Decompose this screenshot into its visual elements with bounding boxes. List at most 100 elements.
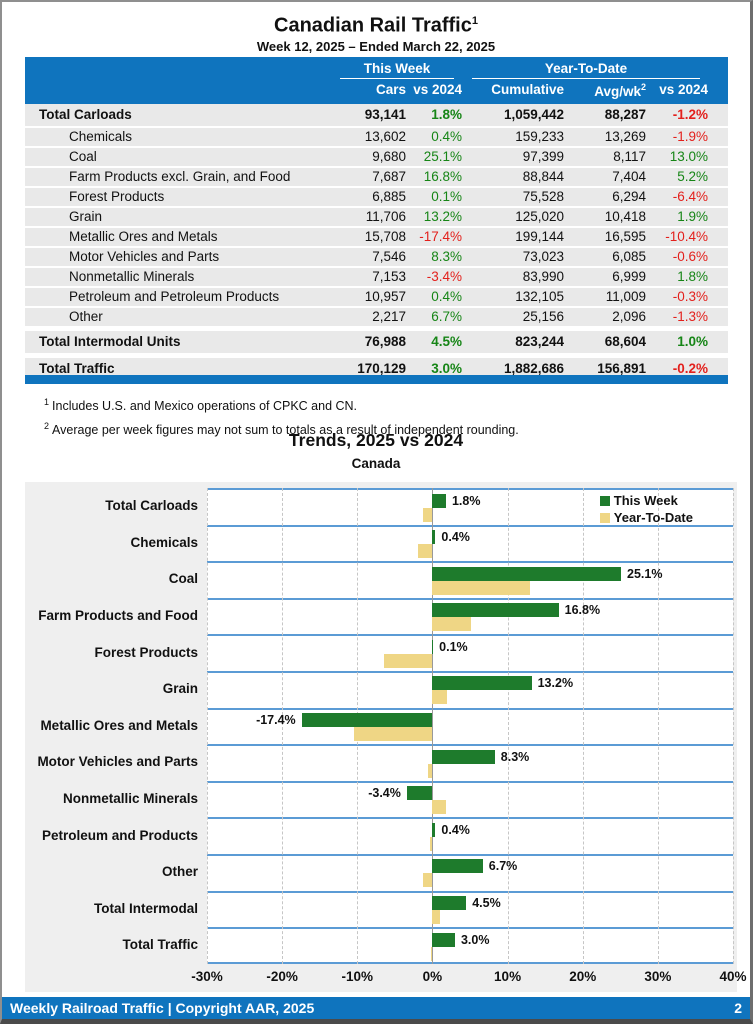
chart-legend: This Week Year-To-Date: [599, 492, 693, 526]
x-gridline: [282, 488, 284, 964]
footer-text: Weekly Railroad Traffic | Copyright AAR,…: [10, 1000, 315, 1016]
x-tick-label: 0%: [422, 968, 443, 984]
bar-this-week: [432, 639, 434, 654]
cars-value: 7,546: [372, 249, 406, 264]
cumulative-value: 1,059,442: [503, 107, 564, 122]
avg-per-week-value: 6,999: [612, 269, 646, 284]
cumulative-value: 132,105: [515, 289, 564, 304]
bar-year-to-date: [418, 544, 433, 559]
legend-label: Year-To-Date: [613, 510, 693, 525]
ytd-vs-2024-value: 1.8%: [677, 269, 708, 284]
cars-value: 15,708: [364, 229, 406, 244]
cumulative-value: 25,156: [522, 309, 564, 324]
cumulative-value: 159,233: [515, 129, 564, 144]
column-header-cars: Cars: [375, 82, 406, 97]
chart-category-label: Total Traffic: [122, 937, 198, 953]
x-tick-label: -20%: [266, 968, 298, 984]
table-row: Total Intermodal Units 76,988 4.5% 823,244 6…: [25, 327, 728, 355]
legend-item: This Week: [599, 492, 693, 509]
avg-per-week-value: 6,294: [612, 189, 646, 204]
bar-year-to-date: [354, 727, 433, 742]
cumulative-value: 1,882,686: [503, 361, 564, 376]
chart-category-label: Metallic Ores and Metals: [40, 717, 198, 733]
column-header-cumulative: Cumulative: [491, 82, 564, 97]
bar-this-week: [432, 932, 455, 947]
chart-category-label: Total Carloads: [105, 498, 198, 514]
cars-value: 10,957: [364, 289, 406, 304]
chart-category-label: Farm Products and Food: [38, 607, 198, 623]
ytd-vs-2024-value: -6.4%: [672, 189, 708, 204]
cumulative-value: 75,528: [522, 189, 564, 204]
cars-value: 93,141: [364, 107, 406, 122]
chart-band: 8.3%: [207, 744, 733, 781]
bar-year-to-date: [432, 690, 447, 705]
chart-band: 1.8%: [207, 488, 733, 525]
chart-title: Trends, 2025 vs 2024: [288, 430, 464, 450]
footer-bar: Weekly Railroad Traffic | Copyright AAR,…: [2, 997, 750, 1019]
bar-year-to-date: [422, 873, 433, 888]
week-vs-2024-value: 8.3%: [431, 249, 462, 264]
bar-year-to-date: [432, 580, 531, 595]
chart-subtitle: Canada: [351, 456, 401, 471]
chart-category-label: Petroleum and Products: [41, 827, 198, 843]
cumulative-value: 199,144: [515, 229, 564, 244]
avg-per-week-value: 11,009: [605, 289, 646, 304]
chart-band: -17.4%: [207, 707, 733, 745]
cumulative-value: 88,844: [522, 169, 564, 184]
table-bottom-divider: [25, 375, 728, 384]
avg-wk-text: Avg/wk: [594, 83, 641, 99]
x-gridline: [207, 488, 208, 964]
legend-label: This Week: [613, 493, 678, 508]
x-gridline: [733, 488, 734, 964]
page-number: 2: [734, 1000, 742, 1016]
bar-this-week: [432, 566, 622, 581]
row-label: Petroleum and Petroleum Products: [69, 289, 280, 304]
bar-year-to-date: [432, 800, 446, 815]
row-label: Farm Products excl. Grain, and Food: [69, 169, 291, 184]
chart-panel: Total Carloads Chemicals Coal Farm Products…: [25, 482, 747, 992]
table-row: Metallic Ores and Metals 15,708 -17.4% 199,…: [25, 227, 728, 248]
footnote-1: 1 Includes U.S. and Mexico operations of …: [44, 392, 519, 416]
chart-band: 4.5%: [207, 890, 733, 928]
week-vs-2024-value: 6.7%: [431, 309, 462, 324]
cumulative-value: 97,399: [522, 149, 564, 164]
bar-value-label: 3.0%: [460, 932, 490, 947]
row-label: Forest Products: [69, 189, 165, 204]
bar-this-week: [406, 786, 433, 801]
ytd-vs-2024-value: -1.3%: [672, 309, 708, 324]
x-tick-label: -10%: [341, 968, 374, 984]
chart-category-label: Motor Vehicles and Parts: [37, 754, 198, 770]
ytd-vs-2024-value: -0.3%: [672, 289, 708, 304]
row-label: Total Carloads: [39, 107, 132, 122]
bar-value-label: 6.7%: [488, 859, 518, 874]
cars-value: 13,602: [364, 129, 406, 144]
x-gridline: [507, 488, 509, 964]
avg-per-week-value: 10,418: [604, 209, 646, 224]
row-label: Grain: [69, 209, 103, 224]
table-row: Petroleum and Petroleum Products 10,957 0.…: [25, 287, 728, 308]
avg-per-week-value: 68,604: [604, 334, 646, 349]
bar-value-label: 25.1%: [627, 566, 663, 581]
table-row: Other 2,217 6.7% 25,156 2,096 -1.3%: [25, 307, 728, 328]
x-gridline: [582, 488, 584, 964]
table-row: Total Carloads 93,141 1.8% 1,059,442 88,287 -…: [25, 103, 728, 128]
avg-per-week-value: 13,269: [604, 129, 646, 144]
chart-band: 0.1%: [207, 634, 733, 671]
bar-year-to-date: [427, 763, 433, 778]
ytd-vs-2024-value: 1.9%: [677, 209, 708, 224]
x-gridline: [657, 488, 659, 964]
table-row: Nonmetallic Minerals 7,153 -3.4% 83,990 6,99…: [25, 267, 728, 288]
chart-category-label: Grain: [162, 681, 198, 697]
cars-value: 9,680: [372, 149, 406, 164]
chart-category-label: Chemicals: [130, 534, 198, 550]
footnote-2-marker: 2: [44, 421, 50, 432]
footnotes: 1 Includes U.S. and Mexico operations of …: [44, 392, 519, 440]
week-vs-2024-value: -17.4%: [419, 229, 462, 244]
chart-band: 3.0%: [207, 927, 733, 964]
chart-band: 25.1%: [207, 561, 733, 598]
ytd-vs-2024-value: -0.2%: [672, 361, 708, 376]
bar-this-week: [432, 676, 532, 691]
x-tick-label: 40%: [719, 968, 747, 984]
bar-value-label: 16.8%: [564, 603, 601, 618]
page-title-text: Canadian Rail Traffic: [274, 14, 472, 37]
